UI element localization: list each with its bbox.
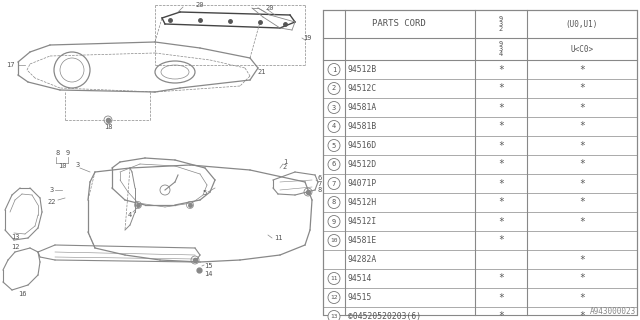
Circle shape [328, 215, 340, 228]
Text: 94515: 94515 [348, 293, 372, 302]
Text: ©04520520203(6): ©04520520203(6) [348, 312, 421, 320]
Text: 1: 1 [332, 67, 336, 73]
Text: *: * [579, 65, 585, 75]
Text: 6: 6 [332, 162, 336, 167]
Text: 4: 4 [128, 212, 132, 218]
Text: 3: 3 [50, 187, 54, 193]
Circle shape [328, 121, 340, 132]
Text: *: * [579, 254, 585, 265]
Text: *: * [579, 159, 585, 170]
Bar [323, 10, 637, 315]
Text: *: * [579, 217, 585, 227]
Circle shape [328, 310, 340, 320]
Circle shape [328, 178, 340, 189]
Text: *: * [579, 292, 585, 302]
Text: 9: 9 [332, 219, 336, 225]
Text: 94512B: 94512B [348, 65, 377, 74]
Text: 20: 20 [266, 5, 275, 11]
Text: *: * [498, 197, 504, 207]
Text: *: * [579, 140, 585, 150]
Text: 3: 3 [76, 162, 80, 168]
Text: 6: 6 [318, 175, 322, 181]
Text: 94512C: 94512C [348, 84, 377, 93]
Circle shape [328, 235, 340, 246]
Circle shape [328, 273, 340, 284]
Text: U<C0>: U<C0> [570, 44, 593, 53]
Text: *: * [579, 84, 585, 93]
Text: 13: 13 [11, 234, 19, 240]
Text: *: * [579, 197, 585, 207]
Text: *: * [498, 84, 504, 93]
Text: 19: 19 [303, 35, 311, 41]
Text: *: * [498, 236, 504, 245]
Circle shape [328, 158, 340, 171]
Text: 94581E: 94581E [348, 236, 377, 245]
Text: 94514: 94514 [348, 274, 372, 283]
Text: *: * [498, 122, 504, 132]
Text: *: * [498, 159, 504, 170]
Text: *: * [498, 274, 504, 284]
Text: *: * [579, 274, 585, 284]
Text: *: * [498, 140, 504, 150]
Text: *: * [498, 102, 504, 113]
Text: 11: 11 [330, 276, 338, 281]
Text: 10: 10 [330, 238, 338, 243]
Text: 94516D: 94516D [348, 141, 377, 150]
Text: 15: 15 [204, 263, 212, 269]
Text: 2: 2 [283, 164, 287, 170]
Text: 10: 10 [58, 163, 67, 169]
Text: *: * [498, 311, 504, 320]
Text: 9: 9 [66, 150, 70, 156]
Circle shape [328, 196, 340, 209]
Text: *: * [579, 311, 585, 320]
Text: 94282A: 94282A [348, 255, 377, 264]
Text: 5: 5 [203, 190, 207, 196]
Text: 7: 7 [318, 181, 322, 187]
Text: 1: 1 [283, 159, 287, 165]
Text: 12: 12 [11, 244, 19, 250]
Text: 20: 20 [196, 2, 204, 8]
Text: 18: 18 [104, 124, 112, 130]
Text: 21: 21 [258, 69, 266, 75]
Text: PARTS CORD: PARTS CORD [372, 20, 426, 28]
Text: 2: 2 [332, 85, 336, 92]
Circle shape [328, 63, 340, 76]
Text: 94581A: 94581A [348, 103, 377, 112]
Text: A943000023: A943000023 [589, 307, 636, 316]
Text: 8: 8 [56, 150, 60, 156]
Circle shape [328, 83, 340, 94]
Text: 4: 4 [332, 124, 336, 130]
Text: *: * [579, 179, 585, 188]
Text: 11: 11 [274, 235, 282, 241]
Text: (U0,U1): (U0,U1) [566, 20, 598, 28]
Circle shape [328, 140, 340, 151]
Circle shape [328, 101, 340, 114]
Text: *: * [579, 102, 585, 113]
Text: 17: 17 [6, 62, 14, 68]
Text: 22: 22 [48, 199, 56, 205]
Text: 9
3
4: 9 3 4 [499, 41, 503, 57]
Text: 94581B: 94581B [348, 122, 377, 131]
Text: 8: 8 [332, 199, 336, 205]
Text: 94512I: 94512I [348, 217, 377, 226]
Text: 14: 14 [204, 271, 212, 277]
Text: 16: 16 [18, 291, 26, 297]
Text: *: * [498, 292, 504, 302]
Text: *: * [498, 65, 504, 75]
Circle shape [328, 292, 340, 303]
Text: *: * [579, 122, 585, 132]
Text: 9
3
2: 9 3 2 [499, 16, 503, 32]
Text: 94512D: 94512D [348, 160, 377, 169]
Text: *: * [498, 179, 504, 188]
Text: 13: 13 [330, 314, 338, 319]
Text: 94512H: 94512H [348, 198, 377, 207]
Text: *: * [498, 217, 504, 227]
Text: 3: 3 [332, 105, 336, 110]
Text: 8: 8 [318, 187, 322, 193]
Text: 12: 12 [330, 295, 338, 300]
Text: 94071P: 94071P [348, 179, 377, 188]
Text: 7: 7 [332, 180, 336, 187]
Text: 5: 5 [332, 142, 336, 148]
